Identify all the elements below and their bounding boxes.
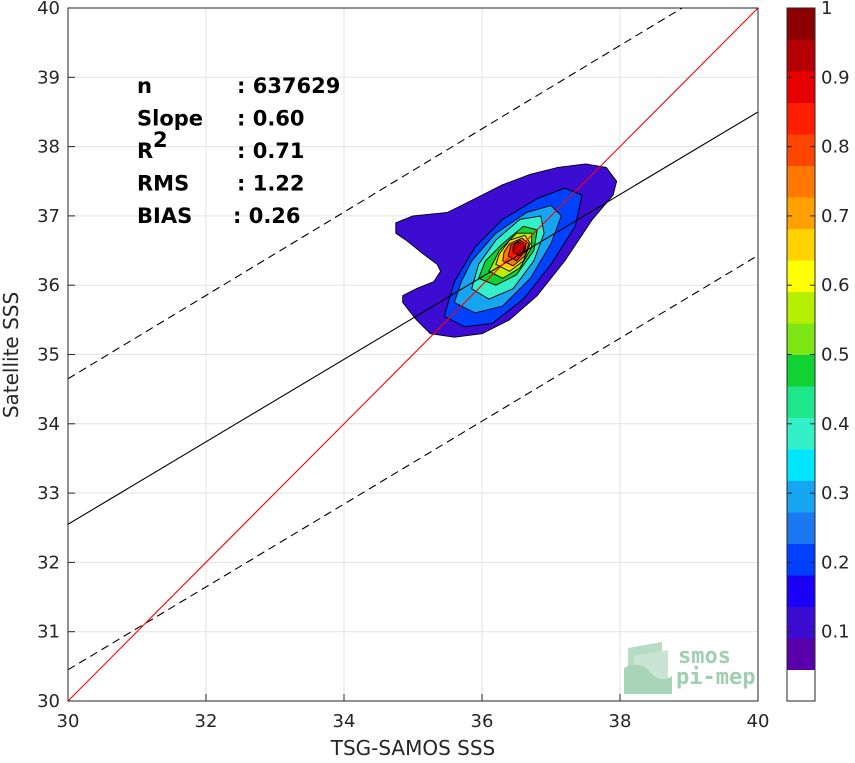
stat-value: : 637629 <box>237 74 340 98</box>
stat-label: BIAS <box>137 204 192 228</box>
y-tick-label: 30 <box>37 691 60 712</box>
y-axis-label: Satellite SSS <box>0 292 23 418</box>
stat-label: RMS <box>137 172 189 196</box>
logo-text-smos: smos <box>678 644 731 669</box>
logo-text-pi-mep: pi-mep <box>676 665 755 690</box>
stat-label: Slope <box>137 107 203 131</box>
colorbar-segment <box>787 260 815 292</box>
stat-value: : 1.22 <box>237 172 305 196</box>
upper-bound-line <box>68 8 683 380</box>
colorbar-segment <box>787 669 815 702</box>
colorbar-segment <box>787 449 815 481</box>
colorbar-segment <box>787 165 815 198</box>
x-tick-label: 36 <box>471 711 494 732</box>
y-tick-label: 32 <box>37 552 60 573</box>
lower-bound-line <box>68 254 758 671</box>
wave-stack-icon <box>624 642 672 694</box>
colorbar-segment <box>787 291 815 324</box>
colorbar-segment <box>787 638 815 670</box>
colorbar-segment <box>787 71 815 103</box>
x-tick-label: 32 <box>195 711 218 732</box>
y-tick-label: 37 <box>37 206 60 227</box>
colorbar-tick-label: 1 <box>821 0 832 19</box>
colorbar-segment <box>787 102 815 135</box>
colorbar-segment <box>787 39 815 72</box>
y-tick-label: 40 <box>37 0 60 19</box>
stat-label: n <box>137 74 152 98</box>
colorbar-segment <box>787 575 815 607</box>
x-tick-label: 38 <box>609 711 632 732</box>
colorbar-tick-label: 0.2 <box>821 552 850 573</box>
y-tick-label: 39 <box>37 67 60 88</box>
stat-label: R <box>137 139 153 163</box>
colorbar-tick-label: 0.4 <box>821 414 850 435</box>
colorbar-segment <box>787 480 815 513</box>
colorbar-segment <box>787 323 815 355</box>
stat-value: : 0.60 <box>237 107 305 131</box>
y-tick-label: 36 <box>37 275 60 296</box>
y-tick-label: 38 <box>37 137 60 158</box>
stats-box: n : 637629 Slope : 0.60 R 2 : 0.71 RMS : 1.22 BIA… <box>137 74 340 228</box>
y-tick-label: 31 <box>37 622 60 643</box>
x-tick-label: 34 <box>333 711 356 732</box>
stat-value: : 0.71 <box>237 139 305 163</box>
x-axis-ticks: 30 32 34 36 38 40 <box>57 694 770 732</box>
colorbar-segment <box>787 8 815 40</box>
y-tick-label: 35 <box>37 345 60 366</box>
colorbar-tick-label: 0.9 <box>821 67 850 88</box>
y-tick-label: 33 <box>37 483 60 504</box>
x-tick-label: 40 <box>747 711 770 732</box>
x-tick-label: 30 <box>57 711 80 732</box>
colorbar-tick-label: 0.8 <box>821 137 850 158</box>
colorbar-segment <box>787 512 815 544</box>
colorbar-segment <box>787 386 815 418</box>
y-tick-label: 34 <box>37 414 60 435</box>
colorbar-segment <box>787 197 815 229</box>
smos-pi-mep-logo: smos pi-mep <box>624 642 755 694</box>
y-axis-ticks: 30 31 32 33 34 35 36 37 38 39 40 <box>37 0 75 712</box>
stat-superscript: 2 <box>153 128 168 152</box>
colorbar-segment <box>787 134 815 166</box>
reference-lines <box>68 8 758 701</box>
regression-line <box>68 111 758 525</box>
x-axis-label: TSG-SAMOS SSS <box>330 736 496 760</box>
colorbar-tick-label: 0.7 <box>821 206 850 227</box>
colorbar-tick-label: 0.1 <box>821 622 850 643</box>
colorbar-segment <box>787 606 815 639</box>
colorbar-segment <box>787 543 815 576</box>
identity-line <box>68 8 758 701</box>
colorbar-segment <box>787 417 815 450</box>
colorbar-tick-label: 0.3 <box>821 483 850 504</box>
colorbar: 0.1 0.2 0.3 0.4 0.5 0.6 0.7 0.8 0.9 1 <box>786 0 850 702</box>
stat-value: : 0.26 <box>233 204 301 228</box>
colorbar-tick-label: 0.6 <box>821 275 850 296</box>
colorbar-segment <box>787 354 815 387</box>
colorbar-tick-label: 0.5 <box>821 345 850 366</box>
colorbar-segment <box>787 228 815 261</box>
